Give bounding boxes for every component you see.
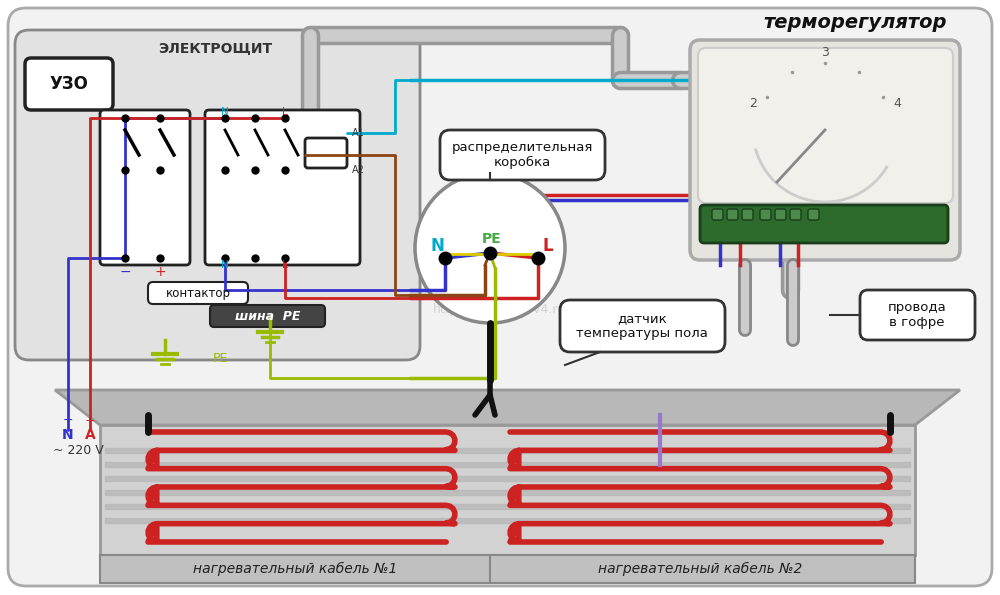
FancyBboxPatch shape: [808, 209, 819, 220]
Text: +: +: [154, 265, 166, 279]
Polygon shape: [55, 390, 960, 425]
Text: https://100metov4.ru: https://100metov4.ru: [433, 303, 567, 317]
Text: нагревательный кабель №2: нагревательный кабель №2: [598, 562, 802, 576]
FancyBboxPatch shape: [148, 282, 248, 304]
FancyBboxPatch shape: [727, 209, 738, 220]
Text: −: −: [63, 414, 73, 427]
FancyBboxPatch shape: [25, 58, 113, 110]
Text: L: L: [543, 237, 553, 255]
FancyBboxPatch shape: [15, 30, 420, 360]
FancyBboxPatch shape: [742, 209, 753, 220]
FancyBboxPatch shape: [210, 305, 325, 327]
Text: 2: 2: [749, 97, 757, 110]
Text: −: −: [119, 265, 131, 279]
Text: PE: PE: [212, 352, 228, 365]
Text: шина  PE: шина PE: [235, 309, 301, 322]
Text: контактор: контактор: [166, 287, 230, 299]
FancyBboxPatch shape: [8, 8, 992, 586]
Text: терморегулятор: терморегулятор: [763, 12, 947, 32]
Text: 4: 4: [893, 97, 901, 110]
Text: распределительная
коробка: распределительная коробка: [451, 141, 593, 169]
Text: +: +: [85, 414, 95, 427]
Text: 3: 3: [821, 46, 829, 60]
Text: УЗО: УЗО: [50, 75, 88, 93]
Text: датчик
температуры пола: датчик температуры пола: [576, 312, 708, 340]
FancyBboxPatch shape: [305, 138, 347, 168]
Text: N: N: [221, 260, 229, 270]
Text: N: N: [221, 107, 229, 117]
FancyBboxPatch shape: [700, 205, 948, 243]
FancyBboxPatch shape: [205, 110, 360, 265]
Text: N: N: [430, 237, 444, 255]
Polygon shape: [100, 425, 915, 555]
FancyBboxPatch shape: [790, 209, 801, 220]
FancyBboxPatch shape: [760, 209, 771, 220]
Text: L: L: [282, 260, 288, 270]
Text: PE: PE: [482, 232, 502, 246]
FancyBboxPatch shape: [690, 40, 960, 260]
Text: A2: A2: [352, 165, 365, 175]
Polygon shape: [100, 555, 915, 583]
FancyBboxPatch shape: [698, 48, 953, 203]
FancyBboxPatch shape: [712, 209, 723, 220]
Text: ~ 220 V: ~ 220 V: [53, 443, 103, 456]
Text: L: L: [282, 107, 288, 117]
FancyBboxPatch shape: [560, 300, 725, 352]
Circle shape: [415, 173, 565, 323]
FancyBboxPatch shape: [100, 110, 190, 265]
Text: нагревательный кабель №1: нагревательный кабель №1: [193, 562, 397, 576]
Text: ЭЛЕКТРОЩИТ: ЭЛЕКТРОЩИТ: [158, 41, 272, 55]
FancyBboxPatch shape: [775, 209, 786, 220]
FancyBboxPatch shape: [440, 130, 605, 180]
Text: A: A: [85, 428, 95, 442]
Text: провода
в гофре: провода в гофре: [888, 301, 946, 329]
FancyBboxPatch shape: [860, 290, 975, 340]
Text: N: N: [62, 428, 74, 442]
Text: A1: A1: [352, 128, 365, 138]
